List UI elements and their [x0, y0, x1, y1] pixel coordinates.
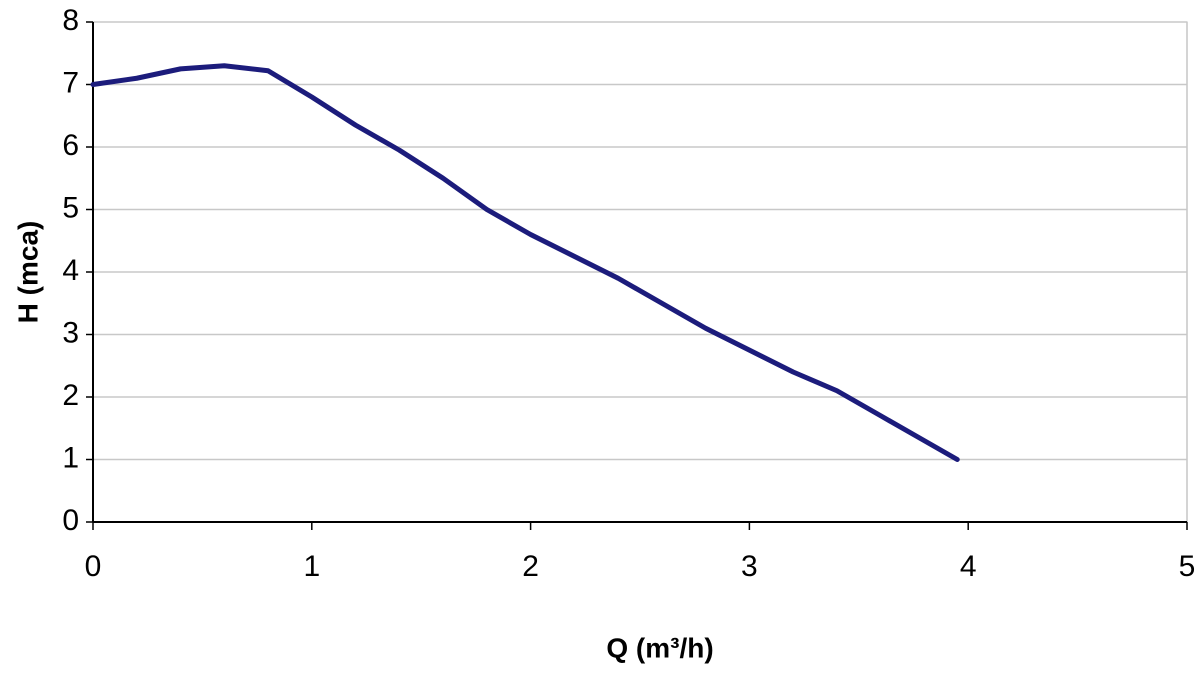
- x-axis-title: Q (m³/h): [606, 632, 713, 663]
- y-tick-label: 5: [62, 191, 79, 224]
- y-tick-label: 8: [62, 4, 79, 37]
- y-tick-label: 6: [62, 129, 79, 162]
- y-axis-title: H (mca): [12, 221, 43, 324]
- x-tick-label: 0: [85, 550, 102, 583]
- y-tick-label: 2: [62, 379, 79, 412]
- y-tick-label: 4: [62, 254, 79, 287]
- y-tick-label: 3: [62, 316, 79, 349]
- x-tick-label: 4: [960, 550, 977, 583]
- x-tick-label: 3: [741, 550, 758, 583]
- y-tick-label: 0: [62, 504, 79, 537]
- x-tick-label: 1: [303, 550, 320, 583]
- x-tick-label: 5: [1179, 550, 1196, 583]
- y-tick-label: 7: [62, 66, 79, 99]
- y-tick-label: 1: [62, 441, 79, 474]
- curve: [90, 63, 960, 462]
- x-tick-label: 2: [522, 550, 539, 583]
